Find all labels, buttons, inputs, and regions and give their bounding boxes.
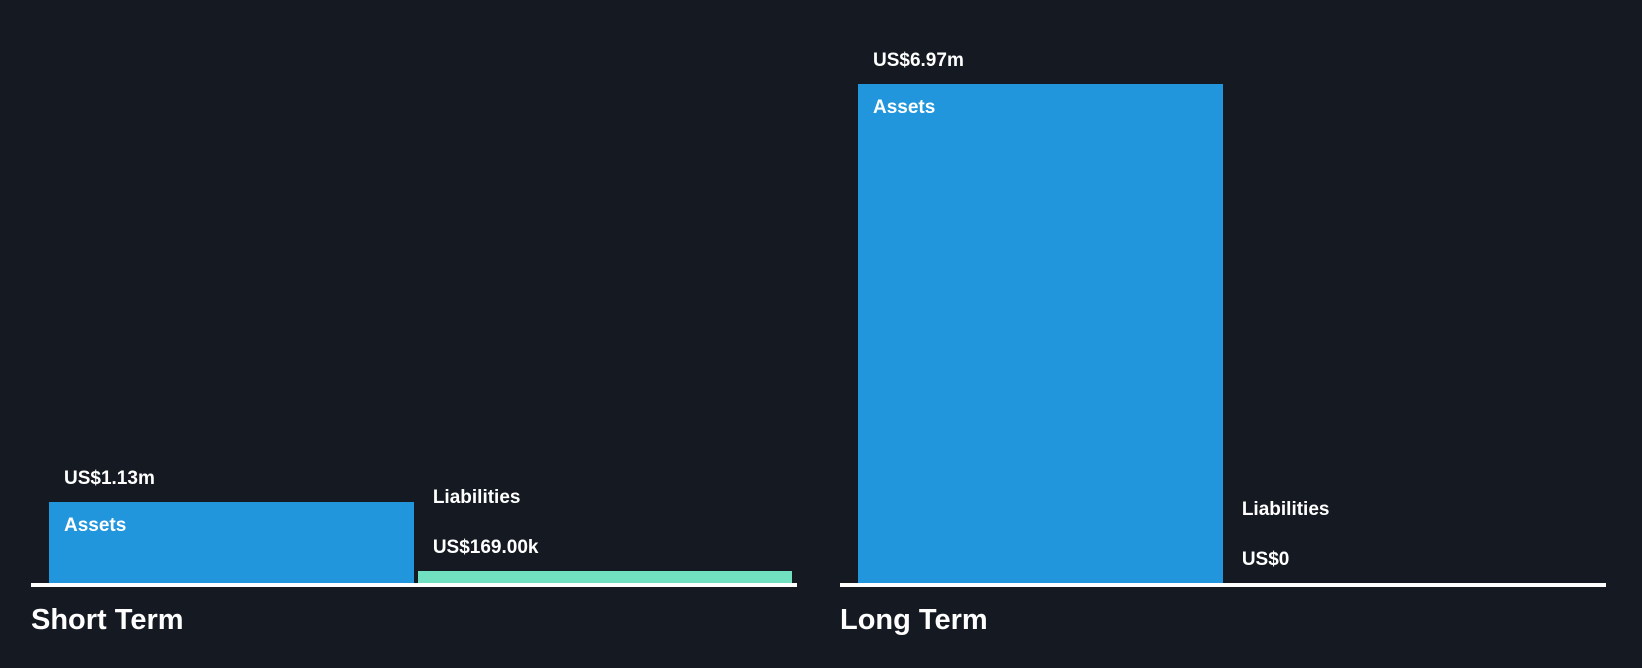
short-term-liabilities-label: Liabilities	[432, 486, 521, 508]
short-term-liabilities-bar[interactable]	[417, 570, 792, 583]
long-term-liabilities-value: US$0	[1241, 549, 1290, 570]
short-term-title: Short Term	[31, 604, 184, 636]
long-term-liabilities-label: Liabilities	[1241, 499, 1330, 520]
short-term-group: US$1.13m Assets Liabilities US$169.00k S…	[31, 0, 797, 668]
long-term-assets-series: US$6.97m Assets	[858, 0, 1224, 583]
long-term-assets-label: Assets	[873, 97, 936, 118]
short-term-liabilities-series: Liabilities US$169.00k	[417, 0, 792, 583]
long-term-assets-value: US$6.97m	[873, 50, 964, 71]
short-term-assets-value: US$1.13m	[64, 468, 155, 490]
long-term-group: US$6.97m Assets Liabilities US$0 Long Te…	[840, 0, 1606, 668]
long-term-assets-bar[interactable]: Assets	[858, 84, 1224, 583]
short-term-liabilities-value: US$169.00k	[432, 536, 539, 558]
short-term-assets-label: Assets	[64, 515, 127, 537]
short-term-plot: US$1.13m Assets Liabilities US$169.00k	[31, 0, 797, 587]
long-term-liabilities-series: Liabilities US$0	[1227, 0, 1601, 583]
short-term-assets-bar[interactable]: Assets	[49, 502, 415, 583]
short-term-assets-series: US$1.13m Assets	[49, 0, 415, 583]
long-term-plot: US$6.97m Assets Liabilities US$0	[840, 0, 1606, 587]
long-term-title: Long Term	[840, 604, 988, 636]
